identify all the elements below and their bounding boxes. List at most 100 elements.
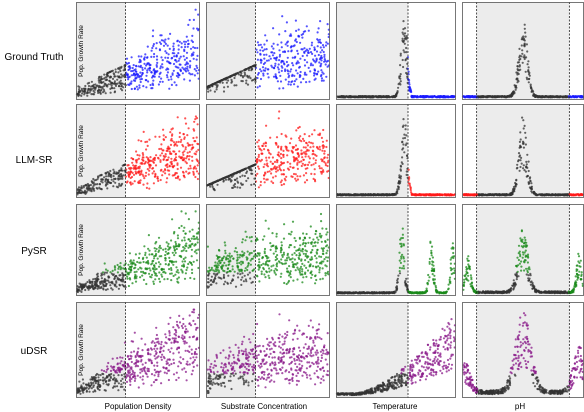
data-point (147, 80, 150, 83)
data-point (92, 177, 95, 181)
data-point (127, 164, 130, 167)
data-point (288, 142, 292, 145)
data-point (402, 65, 405, 69)
data-point (176, 162, 179, 165)
data-point (189, 276, 192, 280)
data-point (239, 182, 243, 185)
data-point (514, 86, 517, 89)
data-point (104, 178, 107, 181)
data-point (82, 284, 85, 287)
data-point (116, 78, 119, 81)
data-point (109, 87, 112, 90)
data-point (110, 178, 113, 181)
data-point (215, 86, 218, 89)
data-point (116, 271, 119, 274)
data-point (174, 156, 178, 159)
data-point (256, 172, 259, 175)
data-point (524, 35, 527, 38)
xlabel-ph: pH (515, 402, 525, 411)
data-point (316, 38, 319, 41)
data-point (119, 262, 122, 265)
data-point (77, 186, 81, 189)
data-point (170, 157, 173, 160)
data-point (92, 288, 95, 291)
data-point (196, 54, 199, 58)
panel-ground-truth-population-density: Pop. Growth Rate (75, 2, 201, 100)
data-point (311, 149, 314, 152)
data-point (245, 256, 248, 259)
data-point (243, 71, 246, 74)
data-point (173, 164, 176, 167)
data-point (135, 277, 138, 280)
data-point (490, 193, 493, 196)
data-point (155, 42, 158, 45)
data-point (401, 37, 404, 40)
data-point (120, 76, 123, 79)
data-point (280, 46, 283, 49)
data-point (168, 165, 171, 168)
data-point (319, 46, 322, 49)
data-point (135, 70, 138, 73)
data-point (100, 80, 103, 83)
data-point (265, 39, 268, 42)
data-point (256, 141, 259, 144)
data-point (499, 193, 502, 196)
data-point (402, 28, 405, 31)
data-point (206, 270, 209, 273)
data-point (327, 153, 330, 156)
data-point (525, 163, 528, 166)
data-point (280, 162, 284, 165)
data-point (189, 47, 193, 50)
data-point (256, 157, 259, 161)
data-point (138, 86, 141, 89)
data-point (191, 73, 194, 76)
data-point (138, 173, 141, 176)
data-point (207, 90, 210, 93)
data-point (186, 151, 189, 154)
data-point (281, 262, 284, 266)
data-point (276, 66, 279, 69)
data-point (106, 187, 109, 190)
data-point (521, 140, 525, 143)
data-point (308, 141, 311, 144)
data-point (522, 167, 525, 170)
data-point (256, 76, 259, 80)
data-point (261, 238, 265, 241)
data-point (391, 95, 394, 98)
data-point (399, 77, 402, 80)
data-point (276, 80, 279, 83)
data-point (529, 179, 532, 182)
data-point (155, 47, 158, 50)
data-point (519, 68, 522, 71)
data-point (116, 177, 120, 180)
data-point (303, 58, 306, 62)
data-point (153, 72, 156, 75)
data-point (122, 69, 125, 72)
data-point (196, 241, 199, 244)
data-point (285, 257, 289, 260)
data-point (190, 255, 193, 258)
data-point (216, 262, 219, 265)
data-point (111, 87, 114, 90)
data-point (261, 144, 264, 147)
data-point (222, 273, 225, 277)
data-point (277, 151, 280, 154)
data-point (183, 58, 186, 61)
data-point (164, 50, 167, 53)
data-point (165, 181, 168, 184)
data-point (291, 145, 294, 149)
data-point (188, 230, 191, 233)
data-point (523, 43, 526, 46)
data-point (258, 159, 261, 162)
data-point (185, 56, 188, 60)
data-point (245, 170, 249, 173)
data-point (542, 95, 545, 99)
data-point (96, 276, 99, 279)
data-point (527, 181, 530, 184)
data-point (515, 167, 519, 170)
data-point (117, 174, 120, 177)
data-point (308, 157, 311, 160)
data-point (346, 193, 350, 196)
data-point (210, 275, 213, 278)
data-point (113, 172, 116, 175)
